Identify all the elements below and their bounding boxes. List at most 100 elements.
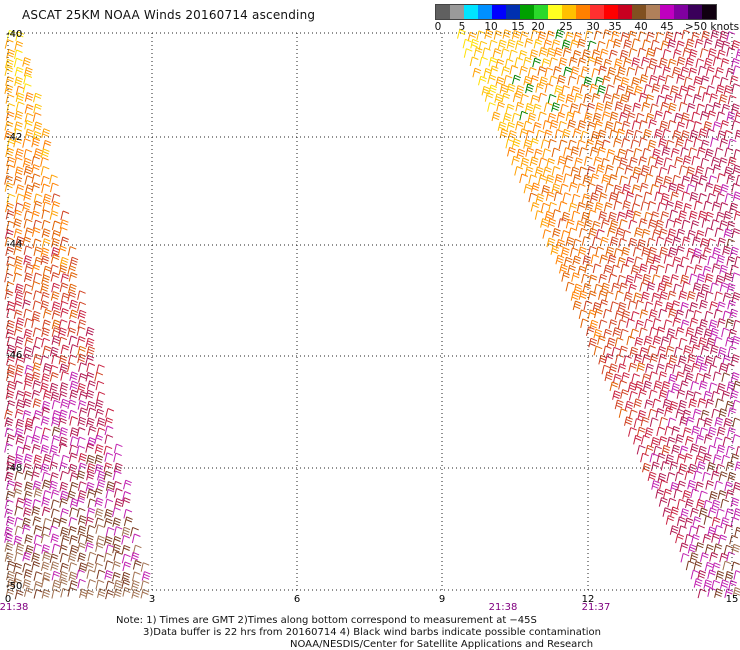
wind-barb <box>547 93 557 104</box>
wind-barb <box>530 75 539 85</box>
wind-barb <box>731 561 740 572</box>
wind-barb <box>628 175 638 186</box>
wind-barb <box>646 281 656 292</box>
wind-barb <box>130 551 140 562</box>
wind-barb <box>648 246 657 257</box>
wind-barb <box>545 174 555 185</box>
wind-barb <box>648 309 658 319</box>
wind-barb <box>4 526 13 537</box>
wind-barb <box>544 83 554 93</box>
wind-barb <box>123 508 133 519</box>
wind-barb <box>599 299 609 309</box>
wind-barb <box>103 552 113 563</box>
legend-color-bar <box>435 4 717 20</box>
wind-barb <box>528 174 538 184</box>
wind-barb <box>22 236 32 247</box>
wind-barb <box>645 255 655 266</box>
wind-barb <box>41 407 51 417</box>
wind-barb <box>652 148 661 158</box>
wind-barb <box>707 526 717 537</box>
wind-barb <box>660 101 670 112</box>
wind-barb <box>597 85 606 95</box>
wind-barb <box>583 76 593 87</box>
wind-barb <box>723 272 733 283</box>
wind-barb <box>86 507 96 518</box>
wind-barb <box>59 256 69 267</box>
wind-barb <box>716 111 726 122</box>
wind-barb <box>501 92 511 103</box>
wind-barb <box>578 103 587 113</box>
wind-barb <box>542 148 552 158</box>
wind-barb <box>524 102 534 113</box>
wind-barb <box>707 110 716 121</box>
wind-barb <box>67 319 77 330</box>
wind-barb <box>60 398 69 409</box>
wind-barb <box>51 319 61 330</box>
legend-label-45: 45 <box>660 21 674 33</box>
wind-barb <box>722 354 731 365</box>
wind-barb <box>556 74 566 85</box>
wind-barb <box>685 38 695 49</box>
wind-barb <box>729 75 739 85</box>
wind-barb <box>638 389 647 399</box>
wind-barb <box>60 508 69 518</box>
wind-barb <box>702 471 711 482</box>
wind-barb <box>78 407 88 417</box>
wind-barb <box>666 328 676 338</box>
wind-barb <box>23 148 33 159</box>
wind-barb <box>695 355 705 366</box>
wind-barb <box>532 103 542 114</box>
wind-barb <box>590 173 600 183</box>
wind-barb <box>95 380 105 391</box>
wind-barb <box>534 166 544 177</box>
time-label-mid: 21:38 <box>489 602 518 613</box>
wind-barb <box>666 389 675 400</box>
wind-barb <box>76 569 85 580</box>
wind-barb <box>121 571 131 582</box>
legend-label-5: 5 <box>458 21 466 33</box>
wind-barb <box>717 130 726 140</box>
wind-barb <box>685 416 695 427</box>
wind-barb <box>31 264 41 274</box>
wind-barb <box>721 103 731 114</box>
wind-barb <box>727 94 737 105</box>
wind-barb <box>633 398 643 408</box>
wind-barb <box>571 210 581 221</box>
wind-barb <box>51 589 61 599</box>
wind-barb <box>577 38 586 49</box>
wind-barb <box>604 101 613 111</box>
wind-barb <box>511 112 521 123</box>
wind-barb <box>682 155 692 165</box>
wind-barb <box>623 57 632 68</box>
wind-barb <box>688 398 698 409</box>
wind-barb <box>51 220 61 231</box>
wind-barb <box>563 173 572 183</box>
wind-barb <box>686 85 696 95</box>
wind-barb <box>626 112 636 122</box>
wind-barb <box>23 191 33 201</box>
wind-barb <box>40 561 50 572</box>
wind-barb <box>703 515 713 525</box>
wind-barb <box>641 56 650 67</box>
wind-barb <box>640 416 650 427</box>
wind-barb <box>732 319 740 330</box>
wind-barb <box>713 336 723 347</box>
wind-barb <box>541 58 551 68</box>
wind-barb <box>530 94 540 105</box>
wind-barb <box>630 264 640 275</box>
wind-barb <box>24 175 34 185</box>
wind-barb <box>49 372 59 382</box>
wind-barb <box>621 372 630 382</box>
wind-barb <box>680 66 690 77</box>
wind-barb <box>693 137 702 148</box>
wind-barb <box>33 272 42 283</box>
wind-barb <box>122 561 132 572</box>
wind-barb <box>702 247 712 257</box>
wind-barb <box>643 84 653 94</box>
legend-label-50-knots: >50 knots <box>684 21 740 33</box>
wind-barb <box>50 291 60 301</box>
wind-barb <box>713 308 723 319</box>
wind-barb <box>15 445 25 456</box>
wind-barb <box>644 427 654 437</box>
wind-barb <box>672 174 681 185</box>
